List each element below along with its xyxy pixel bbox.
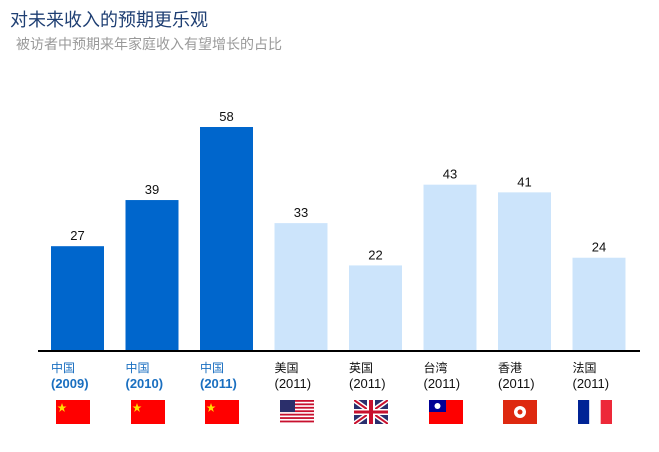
category-name: 中国 <box>125 361 150 375</box>
data-label: 58 <box>219 109 233 124</box>
bar <box>274 223 328 350</box>
china-flag-icon <box>205 400 239 424</box>
category-year: (2011) <box>498 376 535 391</box>
data-label: 43 <box>443 167 457 182</box>
category-label: 中国 (2011) <box>200 360 237 392</box>
category-year: (2011) <box>274 376 312 391</box>
category-name: 美国 <box>274 361 299 375</box>
data-label: 24 <box>592 240 606 255</box>
category-year: (2010) <box>125 376 164 391</box>
bar <box>572 257 626 350</box>
china-flag-icon <box>130 400 165 424</box>
chart-subtitle: 被访者中预期来年家庭收入有望增长的占比 <box>16 37 282 53</box>
category-label: 香港 (2011) <box>498 360 535 392</box>
china-flag-icon <box>56 400 90 424</box>
bar <box>200 127 253 350</box>
category-name: 法国 <box>572 361 597 375</box>
category-name: 中国 <box>200 361 225 375</box>
category-label: 中国 (2009) <box>51 360 89 392</box>
category-name: 中国 <box>51 361 76 375</box>
bar <box>349 265 402 350</box>
category-name: 香港 <box>498 361 523 375</box>
data-label: 22 <box>368 247 382 262</box>
category-label: 台湾 (2011) <box>424 360 461 392</box>
category-label: 中国 (2010) <box>126 360 164 392</box>
category-label: 法国 (2011) <box>573 360 610 392</box>
taiwan-flag-icon <box>428 400 463 424</box>
hongkong-flag-icon <box>503 400 537 424</box>
uk-flag-icon <box>354 400 388 424</box>
bar <box>125 200 179 350</box>
category-year: (2011) <box>423 376 461 391</box>
bar <box>51 246 104 350</box>
bar <box>423 184 477 350</box>
data-label: 27 <box>70 228 84 243</box>
france-flag-icon <box>577 400 612 424</box>
data-label: 39 <box>145 182 159 197</box>
category-year: (2011) <box>200 376 237 391</box>
category-year: (2011) <box>572 376 610 391</box>
category-year: (2011) <box>349 376 386 391</box>
data-label: 41 <box>517 174 531 189</box>
category-year: (2009) <box>51 376 89 391</box>
category-label: 英国 (2011) <box>349 360 386 392</box>
usa-flag-icon <box>279 400 314 424</box>
category-name: 台湾 <box>423 361 448 375</box>
category-name: 英国 <box>349 361 374 375</box>
data-label: 33 <box>294 205 308 220</box>
chart-title: 对未来收入的预期更乐观 <box>10 10 208 31</box>
category-label: 美国 (2011) <box>275 360 312 392</box>
bar <box>498 192 551 350</box>
